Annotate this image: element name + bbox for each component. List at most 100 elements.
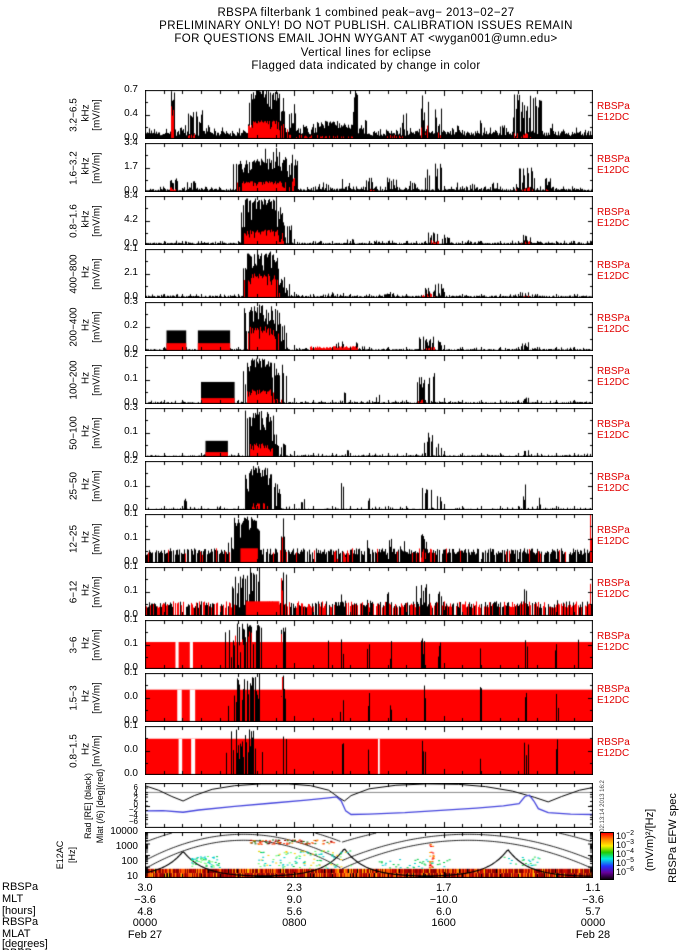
ytick-7-0: 0.2 (124, 455, 138, 466)
ytick-0-1: 0.4 (124, 108, 138, 119)
axis-col2-val3: 1600 (431, 917, 456, 929)
band-unit-12−25: Hz (80, 530, 92, 543)
panel-canvas-6−12 (145, 567, 593, 616)
band-label-400−800: 400−800 (68, 253, 80, 294)
spectrogram-ytick-1: 1000 (115, 841, 138, 852)
axis-col2-val1: −10.0 (429, 894, 458, 906)
panel-canvas-1.6−3.2 (145, 143, 593, 192)
ytick-10-0: 0.1 (124, 614, 138, 625)
ytick-5-1: 0.1 (124, 373, 138, 384)
panel-source-line: E12DC (597, 323, 630, 335)
panel-source-line: E12DC (597, 376, 630, 388)
axis-col3-val3: 0000 (580, 917, 606, 929)
ytick-3-0: 4.1 (124, 243, 138, 254)
spec-source-label: RBSPa EFW spec (667, 793, 679, 883)
axis-col0-val2: 4.8 (137, 906, 153, 918)
panel-source-line: E12DC (597, 535, 630, 547)
ytick-1-1: 1.7 (124, 161, 138, 172)
axis-col3-val0: 1.1 (585, 882, 601, 894)
axis-stub-4: MLAT (2, 928, 31, 940)
panel-source-line: RBSPa (597, 260, 630, 271)
panel-canvas-0.8−1.5 (145, 726, 593, 775)
band-label-1.6−3.2: 1.6−3.2 (68, 150, 80, 185)
title-line-3: FOR QUESTIONS EMAIL JOHN WYGANT AT <wyga… (174, 33, 558, 46)
colorbar (600, 832, 614, 880)
axis-stub-5: [degrees] (2, 938, 48, 950)
panel-source-line: E12DC (597, 111, 630, 123)
band-unit-25−50: Hz (80, 477, 92, 490)
position-panel-canvas (145, 783, 593, 828)
spectrogram-ytick-0: 10000 (110, 826, 138, 837)
band-label-25−50: 25−50 (68, 471, 80, 500)
panel-source-line: RBSPa (597, 154, 630, 165)
panel-canvas-3−6 (145, 620, 593, 669)
ytick-12-2: 0.0 (124, 768, 138, 779)
ytick-0-2: 0.0 (124, 132, 138, 143)
panel-source-line: E12DC (597, 429, 630, 441)
panel-source-line: RBSPa (597, 101, 630, 112)
panel-source-line: RBSPa (597, 472, 630, 483)
band-unit-0.8−1.5: Hz (80, 742, 92, 755)
spectrogram-ytick-3: 10 (126, 871, 138, 882)
position-ytick-2: 2 (133, 794, 138, 804)
panel-source-label-1: RBSPa E12DC (597, 154, 630, 176)
axis-col1-val1: 9.0 (286, 894, 302, 906)
panel-canvas-12−25 (145, 514, 593, 563)
band-label-1.5−3: 1.5−3 (68, 684, 80, 711)
ytick-6-0: 0.3 (124, 402, 138, 413)
ytick-6-1: 0.1 (124, 426, 138, 437)
ytick-11-2: 0.0 (124, 715, 138, 726)
colorbar-exponent: −3 (626, 839, 634, 846)
ytick-10-1: 0.1 (124, 638, 138, 649)
band-label-12−25: 12−25 (68, 524, 80, 553)
panel-canvas-400−800 (145, 249, 593, 298)
ytick-6-2: 0.0 (124, 450, 138, 461)
band-label-0.8−1.6: 0.8−1.6 (68, 203, 80, 238)
ytick-1-2: 0.0 (124, 185, 138, 196)
axis-col3-val2: 5.7 (585, 906, 601, 918)
panel-canvas-50−100 (145, 408, 593, 457)
ytick-3-2: 0.0 (124, 291, 138, 302)
spectrogram-label-1: E12AC (55, 840, 65, 870)
ytick-4-0: 0.3 (124, 296, 138, 307)
position-label-1: Rad [RE] (black) (83, 772, 93, 839)
panel-source-line: RBSPa (597, 313, 630, 324)
panel-source-line: E12DC (597, 588, 630, 600)
axis-stub-6: RBSPa (2, 948, 38, 950)
ytick-3-1: 2.1 (124, 267, 138, 278)
band-label-3−6: 3−6 (68, 636, 80, 653)
ytick-9-0: 0.1 (124, 561, 138, 572)
panel-canvas-0.8−1.6 (145, 196, 593, 245)
axis-stub-0: RBSPa (2, 881, 39, 893)
panel-canvas-3.2−6.5 (145, 90, 593, 139)
panel-source-line: RBSPa (597, 207, 630, 218)
panel-source-line: E12DC (597, 270, 630, 282)
panel-source-label-2: RBSPa E12DC (597, 207, 630, 229)
panel-source-line: RBSPa (597, 684, 630, 695)
figure-title-block: RBSPA filterbank 1 combined peak−avg− 20… (30, 7, 700, 73)
band-label-100−200: 100−200 (68, 359, 80, 400)
panel-canvas-25−50 (145, 461, 593, 510)
panel-source-label-12: RBSPa E12DC (597, 737, 630, 759)
band-unit-3−6: Hz (80, 636, 92, 649)
band-unit-200−400: Hz (80, 318, 92, 331)
band-unit-3.2−6.5: kHz (80, 103, 92, 122)
ytick-10-2: 0.0 (124, 662, 138, 673)
title-line-4: Vertical lines for eclipse (300, 46, 432, 59)
title-line-2: PRELIMINARY ONLY! DO NOT PUBLISH. CALIBR… (159, 20, 573, 33)
axis-col0-val4: Feb 27 (127, 929, 163, 941)
colorbar-tick-0: 10−2 (616, 830, 634, 841)
panel-source-label-8: RBSPa E12DC (597, 525, 630, 547)
panel-source-line: E12DC (597, 217, 630, 229)
band-unit-1.6−3.2: kHz (80, 156, 92, 175)
band-label-3.2−6.5: 3.2−6.5 (68, 97, 80, 132)
ytick-12-0: 0.1 (124, 720, 138, 731)
band-label-50−100: 50−100 (68, 415, 80, 450)
position-ytick-1: 4 (133, 788, 138, 798)
panel-source-label-6: RBSPa E12DC (597, 419, 630, 441)
axis-stub-2: [hours] (2, 905, 36, 917)
ytick-5-2: 0.0 (124, 397, 138, 408)
ytick-2-2: 0.0 (124, 238, 138, 249)
ytick-5-0: 0.2 (124, 349, 138, 360)
band-label-0.8−1.5: 0.8−1.5 (68, 733, 80, 768)
